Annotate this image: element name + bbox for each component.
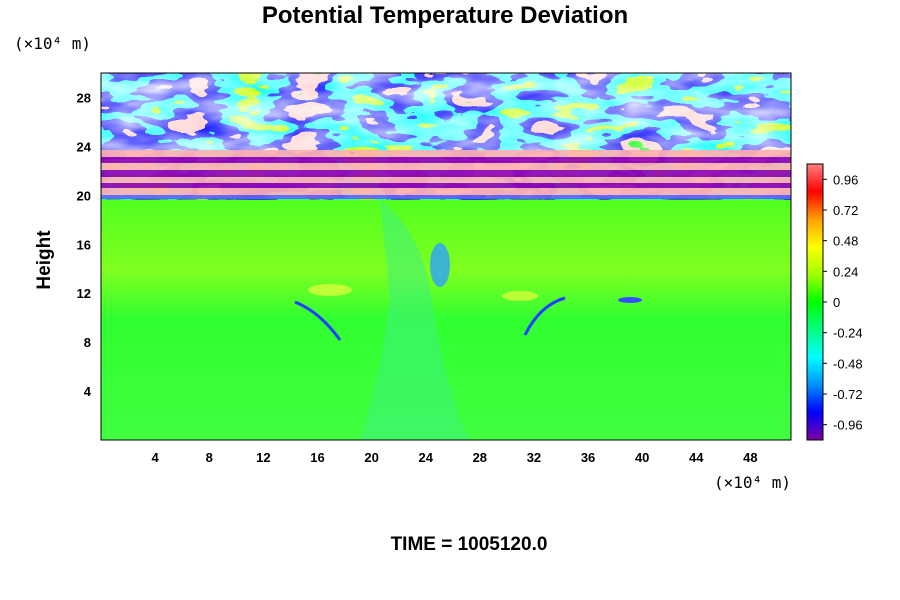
colorbar-tick-label: -0.72	[833, 387, 863, 402]
y-tick-label: 28	[77, 90, 91, 105]
x-axis-unit: (×10⁴ m)	[714, 473, 791, 492]
y-tick-label: 12	[77, 286, 91, 301]
x-tick-label: 20	[364, 450, 378, 465]
y-tick-label: 4	[84, 384, 92, 399]
east-cold-feature	[618, 297, 642, 303]
plot-frame	[100, 72, 792, 441]
stratified-bands	[101, 150, 791, 199]
y-axis-ticks: 4 8 12 16 20 24 28	[77, 90, 92, 399]
x-tick-label: 48	[743, 450, 757, 465]
colorbar-tick-label: 0.24	[833, 264, 858, 279]
x-tick-label: 28	[473, 450, 487, 465]
x-tick-label: 4	[152, 450, 160, 465]
right-warm-feature	[502, 291, 538, 301]
plot-area	[100, 72, 792, 441]
colorbar-gradient	[807, 164, 823, 440]
colorbar-tick-label: -0.24	[833, 326, 863, 341]
colorbar-tick-label: 0.48	[833, 234, 858, 249]
x-tick-label: 16	[310, 450, 324, 465]
colorbar-tick-label: 0	[833, 295, 840, 310]
x-tick-label: 32	[527, 450, 541, 465]
left-wave-feature	[294, 300, 342, 341]
x-tick-label: 40	[635, 450, 649, 465]
time-label: TIME = 1005120.0	[391, 534, 548, 555]
y-axis-unit: (×10⁴ m)	[14, 34, 91, 53]
colorbar-ticks: 0.96 0.72 0.48 0.24 0 -0.24 -0.48 -0.72 -0.96	[823, 172, 863, 433]
right-wave-feature	[523, 296, 566, 336]
colorbar: 0.96 0.72 0.48 0.24 0 -0.24 -0.48 -0.72 -0.96	[806, 163, 863, 441]
y-tick-label: 24	[77, 139, 92, 154]
y-tick-label: 16	[77, 237, 91, 252]
y-tick-label: 8	[84, 335, 91, 350]
colorbar-tick-label: 0.96	[833, 172, 858, 187]
plume-core	[430, 243, 450, 287]
x-tick-label: 24	[418, 450, 433, 465]
x-tick-label: 44	[689, 450, 704, 465]
y-axis-label: Height	[34, 230, 55, 290]
x-axis-ticks: 4 8 12 16 20 24 28 32 36 40 44 48	[152, 450, 758, 465]
x-tick-label: 8	[206, 450, 213, 465]
colorbar-tick-label: -0.96	[833, 418, 863, 433]
chart-title: Potential Temperature Deviation	[262, 2, 628, 29]
plume-feature	[360, 200, 470, 440]
colorbar-tick-label: -0.48	[833, 356, 863, 371]
x-tick-label: 12	[256, 450, 270, 465]
y-tick-label: 20	[77, 188, 91, 203]
x-tick-label: 36	[581, 450, 595, 465]
left-warm-feature	[308, 284, 352, 296]
colorbar-tick-label: 0.72	[833, 203, 858, 218]
